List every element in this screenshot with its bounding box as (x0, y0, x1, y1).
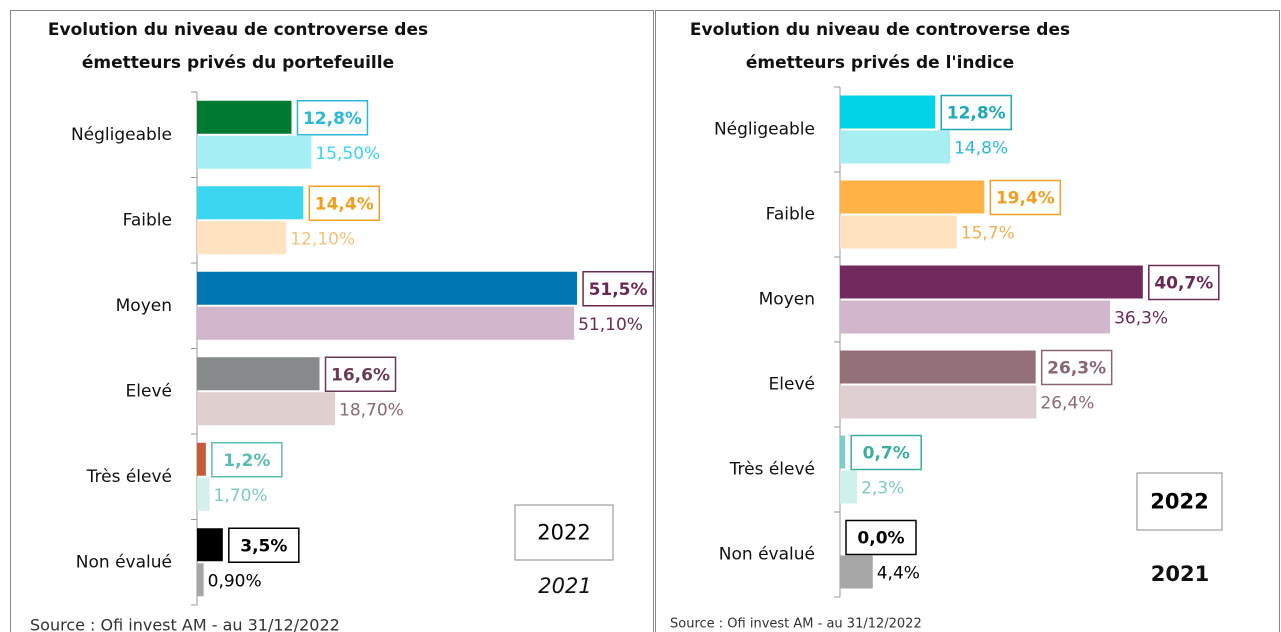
category-label: Moyen (116, 296, 172, 316)
bar (197, 392, 336, 426)
bar (197, 306, 575, 340)
bar (840, 435, 846, 469)
value-label-box (845, 519, 917, 556)
bar (197, 186, 304, 220)
bar (840, 385, 1037, 419)
category-label: Non évalué (76, 552, 172, 572)
legend-box (514, 504, 614, 561)
value-label: 36,3% (1114, 309, 1168, 329)
panel-border (655, 10, 1280, 632)
bar (840, 215, 957, 249)
category-label: Elevé (769, 375, 815, 395)
category-label: Elevé (126, 381, 172, 401)
value-label-box (850, 434, 922, 471)
value-label: 12,8% (947, 104, 1006, 124)
bar (840, 300, 1111, 334)
bar (840, 130, 951, 164)
value-label-box (211, 442, 283, 478)
value-label-box (1148, 264, 1220, 301)
bar (197, 357, 320, 391)
value-label: 1,2% (223, 451, 270, 471)
value-label-box (296, 100, 369, 136)
bar (840, 470, 858, 504)
value-label: 15,7% (961, 224, 1015, 244)
category-label: Faible (123, 210, 172, 230)
category-label: Négligeable (71, 125, 172, 145)
value-label-box (1040, 349, 1113, 386)
value-label: 16,6% (331, 365, 390, 385)
value-label: 12,10% (290, 229, 355, 249)
chart-title: Evolution du niveau de controverse des é… (689, 20, 1071, 73)
legend-label: 2021 (1151, 562, 1209, 586)
value-label: 18,70% (339, 400, 404, 420)
value-label: 15,50% (315, 144, 380, 164)
value-label: 2,3% (861, 479, 904, 499)
legend-label: 2021 (538, 574, 591, 598)
bar (840, 180, 985, 214)
bar (840, 265, 1143, 299)
value-label-box (940, 94, 1012, 131)
category-label: Négligeable (714, 120, 815, 140)
category-label: Faible (766, 205, 815, 225)
legend-label: 2022 (1150, 490, 1208, 514)
bar (197, 221, 287, 255)
value-label: 26,4% (1040, 394, 1094, 414)
bar (197, 563, 204, 597)
bar (197, 135, 312, 169)
source-note: Source : Ofi invest AM - au 31/12/2022 (30, 616, 340, 632)
panel-border (10, 10, 654, 632)
value-label: 51,5% (589, 280, 648, 300)
bar (197, 271, 578, 305)
value-label-box (228, 527, 300, 563)
value-label: 19,4% (996, 189, 1055, 209)
category-label: Très élevé (86, 467, 172, 487)
bar (197, 442, 206, 476)
bar (840, 95, 936, 129)
value-label-box (582, 271, 654, 307)
bar (197, 477, 210, 511)
value-label: 26,3% (1047, 359, 1106, 379)
value-label: 40,7% (1154, 274, 1213, 294)
value-label: 3,5% (240, 536, 287, 556)
legend-label: 2022 (537, 521, 590, 545)
value-label: 12,8% (303, 109, 362, 129)
source-note: Source : Ofi invest AM - au 31/12/2022 (670, 617, 922, 632)
bar (840, 350, 1036, 384)
value-label: 14,8% (954, 139, 1008, 159)
value-label-box (308, 185, 381, 221)
chart-title: Evolution du niveau de controverse des é… (47, 20, 429, 73)
category-label: Moyen (759, 290, 815, 310)
category-label: Très élevé (729, 460, 815, 480)
value-label-box (989, 179, 1062, 216)
bar (197, 100, 292, 134)
bar (197, 528, 223, 562)
value-label: 0,90% (208, 571, 262, 591)
value-label: 4,4% (877, 564, 920, 584)
value-label: 51,10% (578, 315, 643, 335)
value-label: 1,70% (214, 486, 268, 506)
value-label: 0,0% (857, 529, 904, 549)
value-label: 0,7% (863, 444, 910, 464)
value-label: 14,4% (315, 194, 374, 214)
value-label-box (324, 356, 397, 392)
bar (840, 555, 873, 589)
category-label: Non évalué (719, 545, 815, 565)
legend-box (1136, 472, 1223, 531)
